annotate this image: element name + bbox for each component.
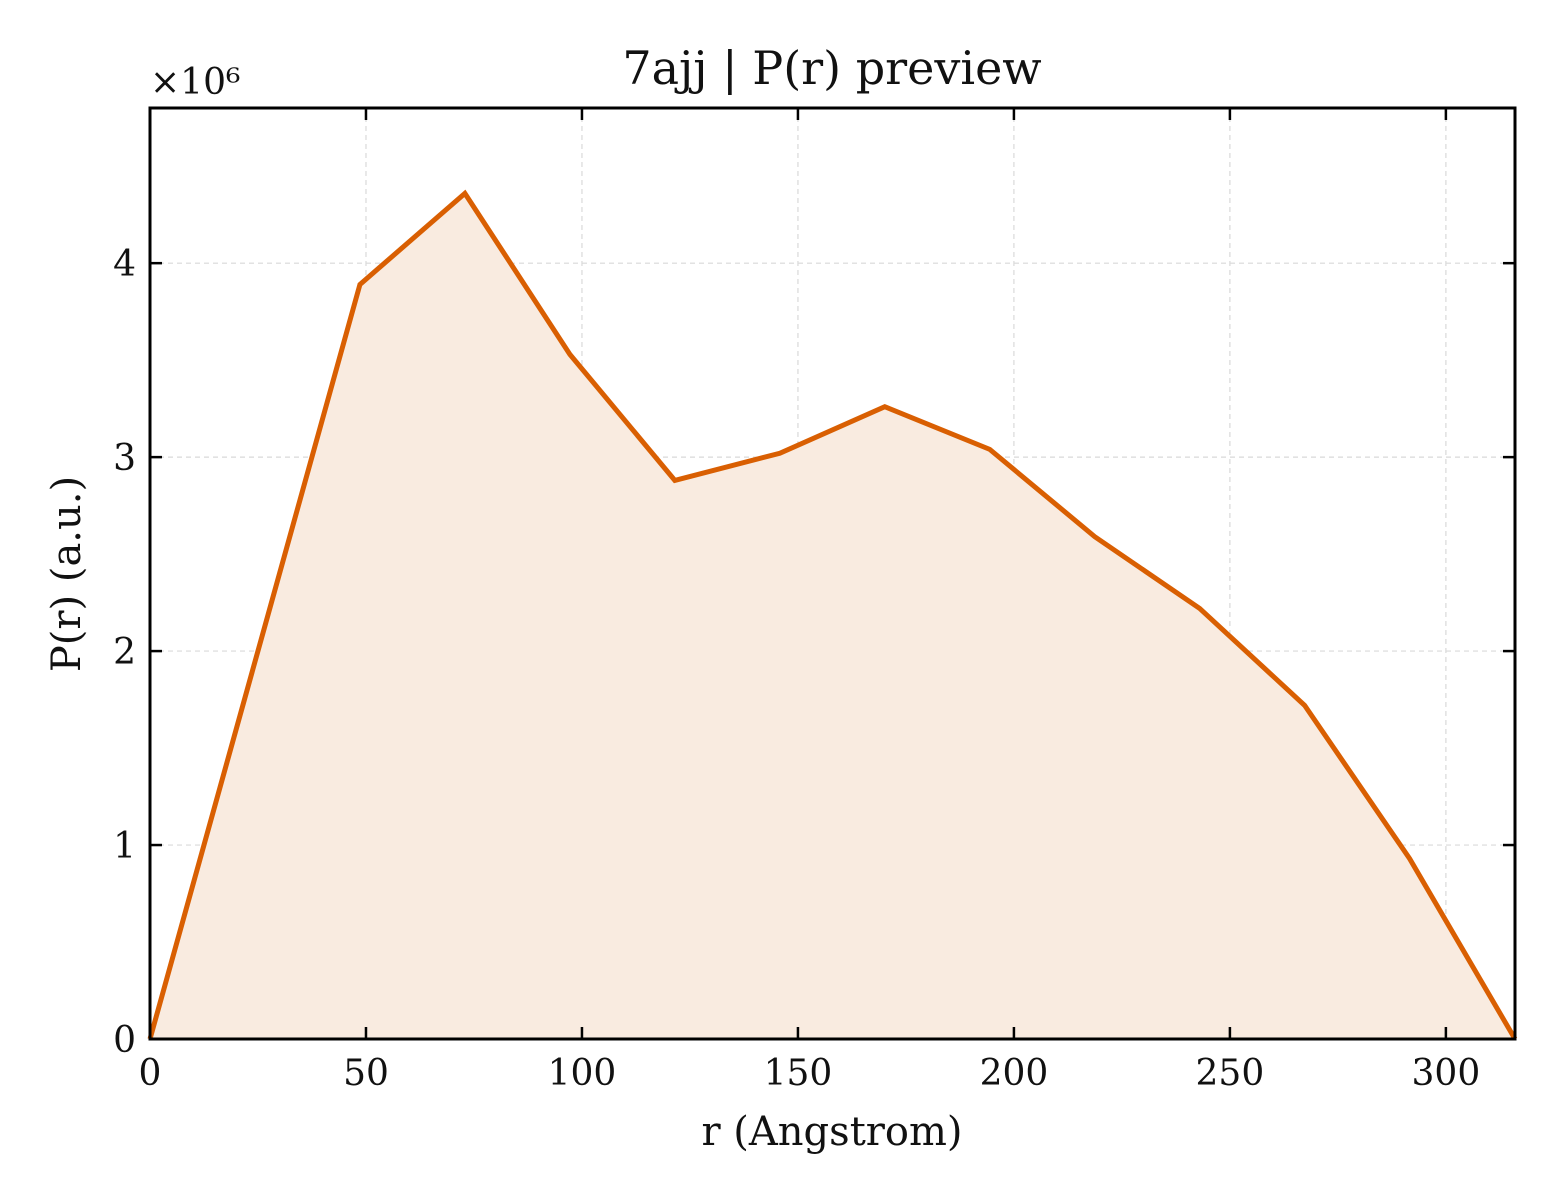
x-tick-label: 200 bbox=[980, 1053, 1049, 1094]
x-tick-label: 0 bbox=[139, 1053, 162, 1094]
y-tick-label: 0 bbox=[113, 1020, 136, 1061]
x-tick-label: 50 bbox=[343, 1053, 389, 1094]
y-tick-label: 2 bbox=[113, 632, 136, 673]
y-axis-label: P(r) (a.u.) bbox=[44, 476, 90, 672]
chart-title: 7ajj | P(r) preview bbox=[622, 41, 1041, 95]
x-tick-label: 300 bbox=[1412, 1053, 1481, 1094]
y-tick-label: 4 bbox=[113, 244, 136, 285]
y-tick-label: 1 bbox=[113, 826, 136, 867]
y-tick-label: 3 bbox=[113, 438, 136, 479]
x-tick-label: 150 bbox=[764, 1053, 833, 1094]
x-tick-label: 100 bbox=[548, 1053, 617, 1094]
series-area-fill bbox=[150, 193, 1515, 1039]
area-fill-layer bbox=[150, 193, 1515, 1039]
plot-frame bbox=[148, 106, 1517, 1041]
y-axis-multiplier-label: ×10⁶ bbox=[150, 62, 240, 103]
x-axis-label: r (Angstrom) bbox=[701, 1109, 962, 1155]
series-line bbox=[147, 189, 1518, 1041]
x-tick-label: 250 bbox=[1196, 1053, 1265, 1094]
axis-ticks: 0 50 100 150 200 250 300 0 1 2 3 4 bbox=[113, 108, 1515, 1094]
series-line-layer bbox=[147, 189, 1518, 1041]
